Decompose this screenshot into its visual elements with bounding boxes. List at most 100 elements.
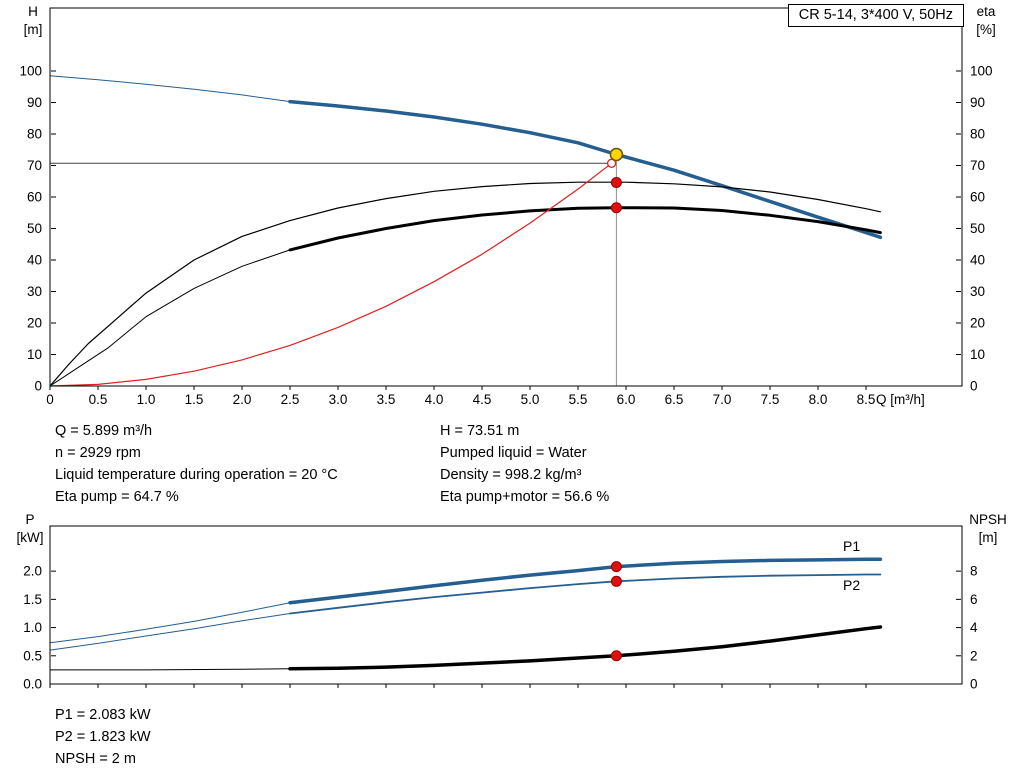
power-info-block: P1 = 2.083 kW P2 = 1.823 kW NPSH = 2 m: [0, 694, 1024, 770]
y-tick-label-right: 60: [970, 190, 985, 205]
x-tick-label: 1.5: [185, 392, 204, 407]
curve-p2-extension: [49, 613, 291, 651]
x-tick-label: 0.5: [89, 392, 108, 407]
eta-total-marker: [610, 202, 622, 214]
y-tick-label-left: 20: [27, 316, 42, 331]
x-tick-label: 4.5: [473, 392, 492, 407]
right-axis-title: eta: [977, 4, 996, 19]
y-tick-label-right: 0: [970, 677, 978, 692]
y-tick-label-left: 30: [27, 284, 42, 299]
y-tick-label-right: 70: [970, 158, 985, 173]
y-tick-label-left: 70: [27, 158, 42, 173]
y-tick-label-right: 90: [970, 95, 985, 110]
info-line-p2: P2 = 1.823 kW: [55, 729, 151, 745]
curve-npsh-extension: [49, 668, 291, 671]
x-axis-title: Q [m³/h]: [876, 392, 925, 407]
y-tick-label-left: 60: [27, 190, 42, 205]
curve-p2: [289, 573, 882, 615]
x-tick-label: 8.0: [809, 392, 828, 407]
right-axis-title: NPSH: [969, 512, 1007, 527]
x-tick-label: 4.0: [425, 392, 444, 407]
curve-eta-pump: [49, 181, 881, 387]
y-tick-label-left: 0.5: [23, 648, 42, 663]
y-tick-label-left: 90: [27, 95, 42, 110]
curve-label-P2: P2: [843, 577, 860, 593]
npsh-marker: [610, 650, 622, 662]
curve-head-extension: [49, 75, 291, 103]
requested-duty-marker: [606, 158, 617, 168]
y-tick-label-right: 10: [970, 347, 985, 362]
duty-info-left-column: Q = 5.899 m³/h n = 2929 rpm Liquid tempe…: [55, 420, 440, 508]
y-tick-label-left: 0.0: [23, 677, 42, 692]
info-line-p1: P1 = 2.083 kW: [55, 707, 151, 723]
y-tick-label-left: 100: [19, 64, 42, 79]
x-tick-label: 5.0: [521, 392, 540, 407]
right-axis-title: [m]: [979, 530, 998, 545]
x-tick-label: 8.5: [857, 392, 876, 407]
y-tick-label-left: 2.0: [23, 564, 42, 579]
pump-title-box: CR 5-14, 3*400 V, 50Hz: [787, 4, 964, 27]
info-line-q: Q = 5.899 m³/h: [55, 423, 153, 439]
y-tick-label-left: 40: [27, 253, 42, 268]
x-tick-label: 1.0: [137, 392, 156, 407]
info-line-eta-total: Eta pump+motor = 56.6 %: [440, 489, 610, 505]
x-tick-label: 6.0: [617, 392, 636, 407]
info-line-h: H = 73.51 m: [440, 423, 520, 439]
info-line-n: n = 2929 rpm: [55, 445, 141, 461]
p1-marker: [610, 561, 622, 573]
x-tick-label: 2.0: [233, 392, 252, 407]
y-tick-label-right: 20: [970, 316, 985, 331]
right-axis-title: [%]: [976, 22, 996, 37]
info-line-liquid-temp: Liquid temperature during operation = 20…: [55, 467, 338, 483]
duty-info-block: Q = 5.899 m³/h n = 2929 rpm Liquid tempe…: [0, 414, 1024, 508]
y-tick-label-right: 100: [970, 64, 993, 79]
curve-npsh: [288, 625, 883, 671]
info-line-eta-pump: Eta pump = 64.7 %: [55, 489, 179, 505]
y-tick-label-left: 0: [34, 379, 42, 394]
info-line-density: Density = 998.2 kg/m³: [440, 467, 582, 483]
y-tick-label-left: 1.0: [23, 620, 42, 635]
y-tick-label-left: 10: [27, 347, 42, 362]
x-tick-label: 3.0: [329, 392, 348, 407]
y-tick-label-right: 40: [970, 253, 985, 268]
x-tick-label: 7.5: [761, 392, 780, 407]
eta-pump-marker: [610, 177, 622, 189]
y-tick-label-left: 80: [27, 127, 42, 142]
curve-p1: [288, 557, 883, 605]
curve-eta-total-extension: [49, 249, 291, 387]
curve-system-curve: [49, 162, 613, 387]
curve-p1-extension: [49, 602, 291, 644]
y-tick-label-right: 80: [970, 127, 985, 142]
duty-info-right-column: H = 73.51 m Pumped liquid = Water Densit…: [440, 420, 609, 508]
p2-marker: [610, 575, 622, 587]
x-tick-label: 3.5: [377, 392, 396, 407]
pump-model-label: CR 5-14, 3*400 V, 50Hz: [798, 7, 953, 23]
left-axis-title: P: [25, 512, 34, 527]
info-line-pumped-liquid: Pumped liquid = Water: [440, 445, 587, 461]
curve-label-P1: P1: [843, 538, 860, 554]
info-line-npsh: NPSH = 2 m: [55, 751, 136, 767]
curve-head: [288, 99, 883, 240]
y-tick-label-left: 1.5: [23, 592, 42, 607]
duty-point-marker: [609, 147, 624, 162]
x-tick-label: 0: [46, 392, 54, 407]
left-axis-title: [kW]: [17, 530, 44, 545]
left-axis-title: H: [28, 4, 38, 19]
y-tick-label-right: 6: [970, 592, 978, 607]
x-tick-label: 7.0: [713, 392, 732, 407]
plot-frame: [49, 7, 963, 387]
y-tick-label-right: 0: [970, 379, 978, 394]
y-tick-label-right: 30: [970, 284, 985, 299]
y-tick-label-right: 4: [970, 620, 978, 635]
power-npsh-chart: 0.0 0 0.5 2 1.0 4 1.5 6 2.0 8 P [kW] NPSH [m] P1 P2: [17, 512, 1007, 692]
y-tick-label-right: 50: [970, 221, 985, 236]
x-tick-label: 6.5: [665, 392, 684, 407]
plot-frame: [49, 525, 963, 685]
left-axis-title: [m]: [24, 22, 43, 37]
y-tick-label-right: 8: [970, 564, 978, 579]
x-tick-label: 5.5: [569, 392, 588, 407]
y-tick-label-left: 50: [27, 221, 42, 236]
x-tick-label: 2.5: [281, 392, 300, 407]
